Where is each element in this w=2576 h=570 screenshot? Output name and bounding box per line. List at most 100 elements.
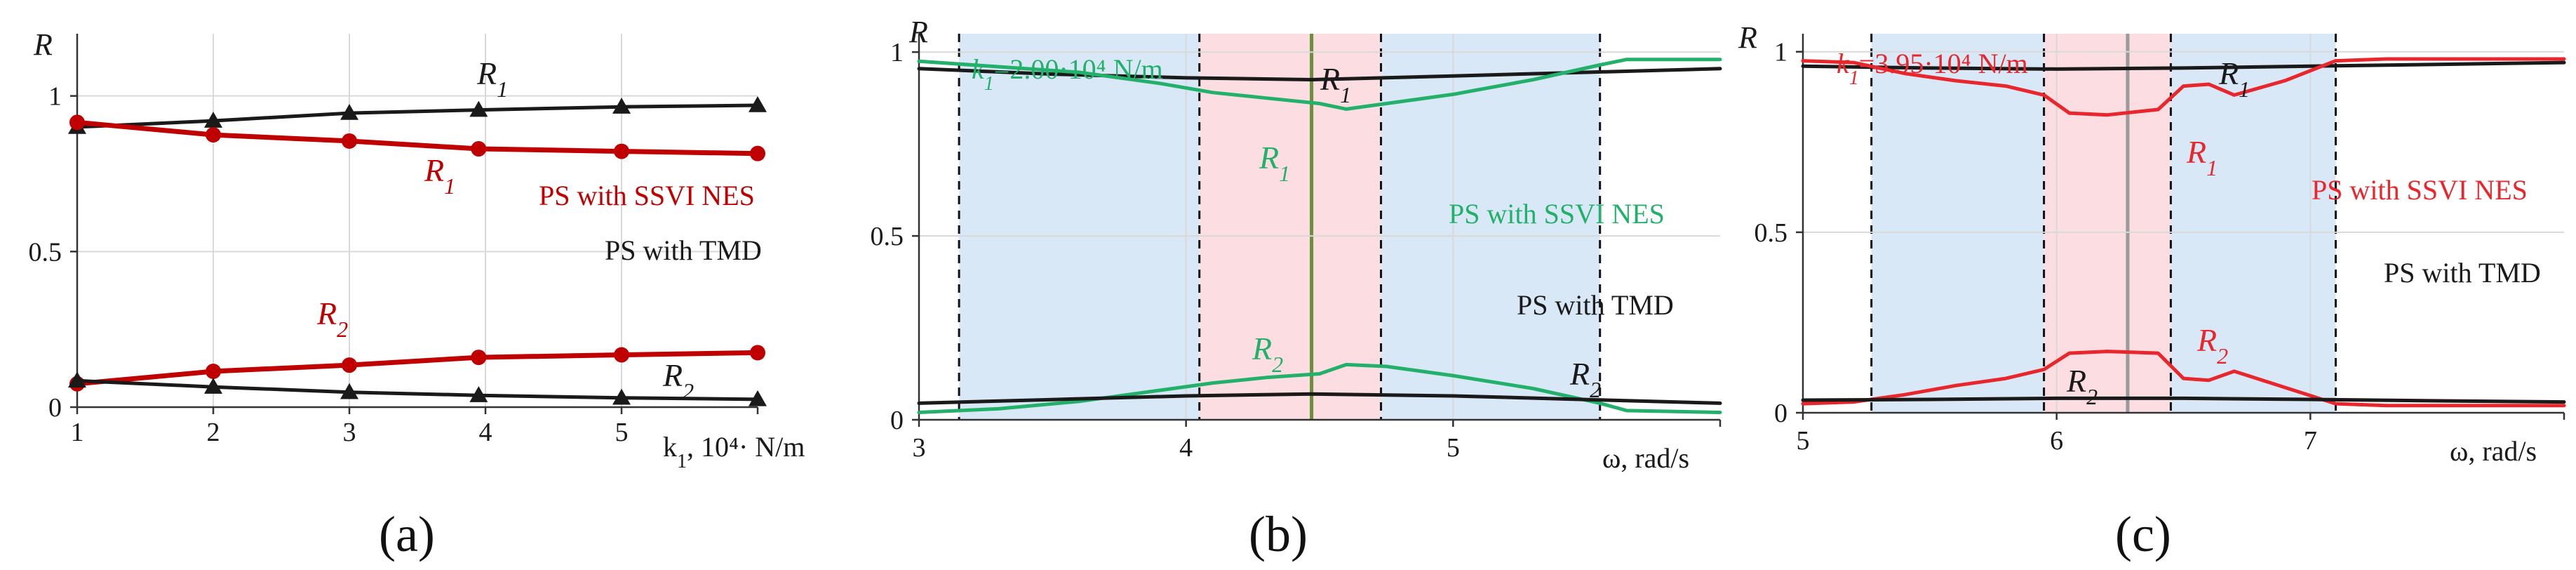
panel-b-y-tick-label-2: 1 bbox=[890, 38, 904, 67]
panel-a-x-axis-title-sub: 1 bbox=[677, 451, 687, 472]
panel-b-label-r2-tmd: R2 bbox=[1569, 356, 1601, 402]
panel-a-series-R2-nes-line bbox=[74, 350, 760, 387]
panel-a-x-tick-label-4: 5 bbox=[615, 418, 629, 447]
panel-a-y-tick-label-1: 0.5 bbox=[29, 237, 62, 267]
panel-c-series-R2-tmd-line bbox=[1801, 396, 2566, 404]
panel-a-series-1-point-5 bbox=[750, 145, 765, 161]
panel-a-series bbox=[68, 95, 767, 406]
panel-b-series-R1-nes-line bbox=[917, 58, 1722, 111]
panel-a-series-1-point-4 bbox=[614, 143, 629, 159]
panel-a-series-0-point-2 bbox=[340, 104, 358, 120]
panel-c-series-R1-tmd-line bbox=[1801, 60, 2566, 71]
panel-c-annotation-tmd: PS with TMD bbox=[2384, 257, 2541, 289]
panel-b-annotation-tmd: PS with TMD bbox=[1517, 289, 1674, 321]
panel-a-y-axis-title: R bbox=[33, 27, 53, 62]
panel-b-x-axis-title: ω, rad/s bbox=[1602, 442, 1689, 474]
panel-a-series-2-point-5 bbox=[750, 345, 765, 361]
panel-b-grid bbox=[919, 34, 1720, 420]
panel-b-y-tick-label-1: 0.5 bbox=[871, 222, 904, 251]
panel-a-series-0-point-1 bbox=[204, 112, 222, 128]
panel-c-series bbox=[1801, 57, 2566, 408]
panel-b-label-r2-nes: R2 bbox=[1252, 331, 1283, 377]
panel-a-x-axis-title: k1, 10⁴· N/m bbox=[663, 431, 805, 472]
panel-a-series-2-point-2 bbox=[342, 357, 357, 373]
panel-c-axes: 0 0.5 1 5 6 7 bbox=[1755, 34, 2565, 456]
panel-b-chart: 0 0.5 1 3 4 5 R ω, rad/s k1=2.00·10⁴ N/m PS w… bbox=[871, 15, 1722, 562]
panel-a-series-1-point-1 bbox=[206, 127, 221, 143]
panel-c-y-tick-label-2: 1 bbox=[1774, 38, 1787, 67]
panel-c-y-tick-label-0: 0 bbox=[1774, 399, 1787, 428]
panel-a-series-1-point-0 bbox=[69, 114, 85, 131]
panel-c-x-axis-title: ω, rad/s bbox=[2450, 435, 2537, 467]
panel-a-label-r1-nes: R1 bbox=[424, 152, 455, 199]
panel-a-series-3-point-4 bbox=[612, 388, 631, 405]
panel-a-series-2-point-3 bbox=[471, 350, 487, 366]
panel-b-label-r1-nes: R1 bbox=[1259, 140, 1290, 186]
panel-c-series-R2-nes-line bbox=[1801, 350, 2566, 408]
panel-b-axes: 0 0.5 1 3 4 5 bbox=[871, 34, 1722, 463]
panel-a-chart: 0 0.5 1 1 2 3 4 5 R k1, 10⁴· N/m PS with SSVI N… bbox=[29, 27, 805, 562]
panel-b-series bbox=[917, 58, 1722, 414]
panel-a-series-3-point-3 bbox=[469, 386, 488, 402]
panel-a-x-tick-label-2: 3 bbox=[343, 418, 356, 447]
panel-a-series-1-point-2 bbox=[342, 133, 357, 149]
panel-c-band-2 bbox=[2171, 34, 2336, 413]
panel-a-y-tick-label-0: 0 bbox=[48, 393, 62, 423]
panel-c-x-tick-label-0: 5 bbox=[1797, 426, 1810, 456]
panel-b-x-tick-label-0: 3 bbox=[913, 433, 926, 463]
panel-b-tag: (b) bbox=[1249, 506, 1308, 562]
panel-a-series-R1-nes-line bbox=[74, 119, 760, 157]
panel-b-y-axis-title: R bbox=[908, 15, 928, 49]
panel-b-k-label: k1=2.00·10⁴ N/m bbox=[972, 53, 1163, 95]
panel-a-x-tick-label-0: 1 bbox=[71, 418, 84, 447]
panel-a-series-2-point-4 bbox=[614, 347, 629, 363]
panel-a-series-0-point-3 bbox=[469, 100, 488, 117]
panel-a-label-r2-tmd: R2 bbox=[662, 357, 694, 404]
panel-b-label-r1-tmd: R1 bbox=[1320, 61, 1351, 107]
panel-c-chart: 0 0.5 1 5 6 7 R ω, rad/s k1=3.95·10⁴ N/m PS w… bbox=[1738, 20, 2566, 562]
panel-c-series-R1-nes-line bbox=[1801, 57, 2566, 117]
panel-c-bands bbox=[1870, 34, 2337, 413]
panel-b-y-tick-label-0: 0 bbox=[890, 406, 904, 435]
panel-a-series-0-point-5 bbox=[749, 95, 767, 112]
panel-c-band-0 bbox=[1871, 34, 2044, 413]
panel-a-y-tick-label-2: 1 bbox=[48, 82, 62, 112]
panel-c-k-label: k1=3.95·10⁴ N/m bbox=[1837, 48, 2028, 89]
panel-b-x-tick-label-2: 5 bbox=[1447, 433, 1460, 463]
panel-a-series-0-point-4 bbox=[612, 98, 631, 114]
panel-c-label-r1-nes: R1 bbox=[2186, 134, 2218, 180]
panel-b-labels: R ω, rad/s k1=2.00·10⁴ N/m PS with SSVI … bbox=[908, 15, 1689, 562]
panel-a-x-tick-label-1: 2 bbox=[207, 418, 220, 447]
panel-b-x-tick-label-1: 4 bbox=[1179, 433, 1193, 463]
panel-a-label-r1-tmd: R1 bbox=[476, 55, 508, 102]
panel-a-labels: R k1, 10⁴· N/m PS with SSVI NES PS with … bbox=[33, 27, 805, 562]
panel-c-y-axis-title: R bbox=[1738, 20, 1757, 55]
panel-a-tag: (a) bbox=[379, 506, 435, 562]
panel-b-series-R2-tmd-line bbox=[917, 392, 1722, 405]
panel-c-label-r2-nes: R2 bbox=[2196, 322, 2228, 369]
panel-c-label-r2-tmd: R2 bbox=[2066, 363, 2098, 409]
panel-c-y-tick-label-1: 0.5 bbox=[1755, 218, 1788, 248]
panel-c-annotation-nes: PS with SSVI NES bbox=[2312, 174, 2528, 206]
panel-a-series-3-point-0 bbox=[68, 371, 86, 388]
panel-a-annotation-tmd: PS with TMD bbox=[605, 234, 762, 266]
panel-a-series-3-point-2 bbox=[340, 383, 358, 399]
panel-a-series-3-point-1 bbox=[204, 378, 222, 394]
panel-c-x-tick-label-1: 6 bbox=[2050, 426, 2063, 456]
panel-a-series-2-point-1 bbox=[206, 364, 221, 380]
panel-c-tag: (c) bbox=[2115, 506, 2171, 562]
panel-a-annotation-nes: PS with SSVI NES bbox=[539, 180, 755, 211]
panel-a-series-R1-tmd-line bbox=[75, 103, 760, 129]
panel-a-series-R2-tmd-line bbox=[75, 378, 760, 402]
panel-c-band-1 bbox=[2044, 34, 2171, 413]
panel-c-x-tick-label-2: 7 bbox=[2304, 426, 2317, 456]
panel-b-annotation-nes: PS with SSVI NES bbox=[1449, 198, 1665, 230]
panel-a-x-tick-label-3: 4 bbox=[479, 418, 492, 447]
panel-c-label-r1-tmd: R1 bbox=[2218, 55, 2250, 102]
panel-b-series-R1-tmd-line bbox=[917, 67, 1722, 81]
panel-a-grid bbox=[77, 34, 758, 407]
panel-b-band-0 bbox=[959, 34, 1200, 420]
panel-c-labels: R ω, rad/s k1=3.95·10⁴ N/m PS with SSVI … bbox=[1738, 20, 2541, 562]
panel-a-series-1-point-3 bbox=[471, 141, 487, 157]
